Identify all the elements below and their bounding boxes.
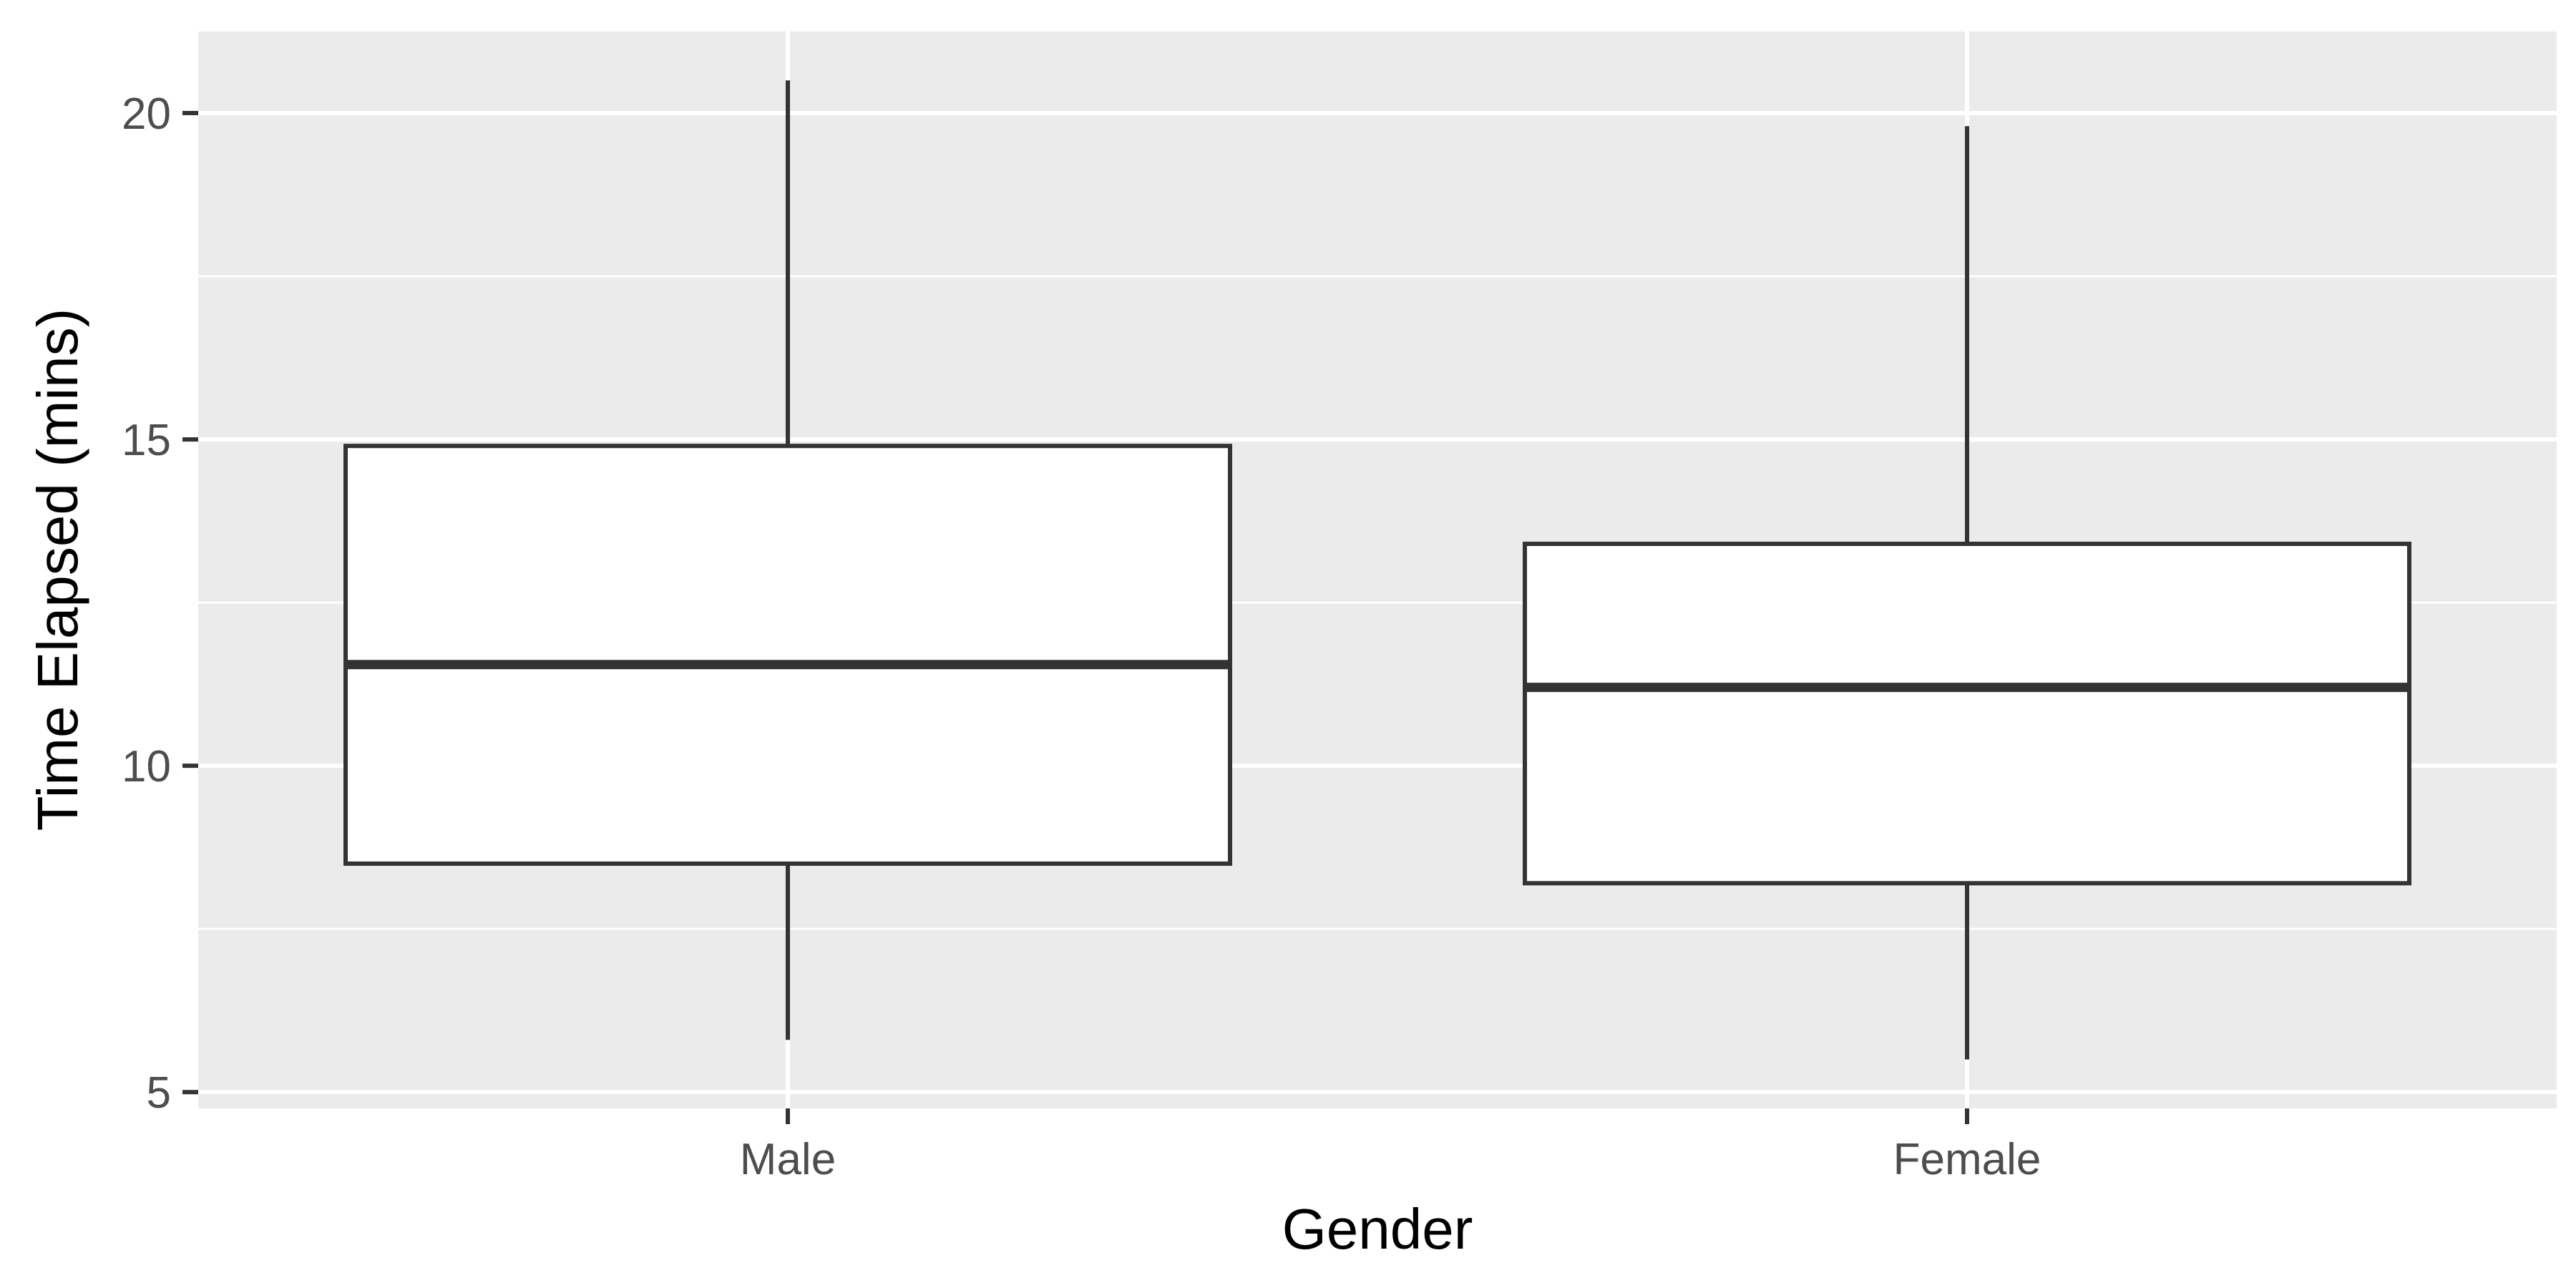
x-axis-title: Gender: [1282, 1197, 1473, 1261]
y-tick-label: 20: [122, 89, 171, 139]
y-tick-label: 5: [147, 1068, 171, 1118]
x-tick-label: Female: [1893, 1135, 2041, 1184]
y-axis-title: Time Elapsed (mins): [26, 308, 89, 831]
box-male: [343, 80, 1232, 1040]
boxes: [343, 80, 2411, 1060]
axes: 5 10 15 20 Male Female: [122, 89, 2041, 1184]
x-tick-label: Male: [740, 1135, 836, 1184]
iqr-box: [1523, 542, 2411, 886]
iqr-box: [343, 444, 1232, 866]
y-tick-label: 15: [122, 416, 171, 465]
y-tick-label: 10: [122, 742, 171, 791]
box-female: [1523, 126, 2411, 1060]
